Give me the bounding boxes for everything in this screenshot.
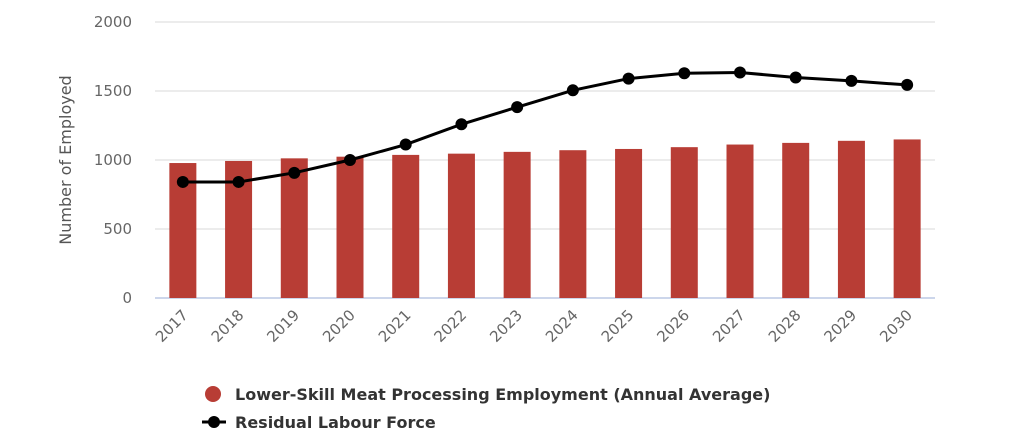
line-point-2023[interactable] bbox=[511, 101, 524, 114]
x-tick-label: 2029 bbox=[821, 306, 861, 346]
y-tick-label: 1000 bbox=[94, 151, 132, 169]
bar-2024[interactable] bbox=[559, 150, 587, 298]
x-tick-label: 2020 bbox=[319, 306, 359, 346]
line-point-2021[interactable] bbox=[399, 138, 412, 151]
residual-labour-force-line bbox=[182, 71, 908, 184]
x-tick-label: 2024 bbox=[542, 306, 582, 346]
x-tick-label: 2027 bbox=[709, 306, 749, 346]
bar-2021[interactable] bbox=[392, 154, 420, 298]
bar-2022[interactable] bbox=[447, 153, 475, 298]
bar-2025[interactable] bbox=[615, 148, 643, 298]
line-point-2022[interactable] bbox=[455, 118, 468, 131]
line-point-2026[interactable] bbox=[678, 67, 691, 80]
legend-item-residual-labour[interactable]: Residual Labour Force bbox=[235, 413, 436, 432]
x-tick-label: 2023 bbox=[486, 306, 526, 346]
x-tick-label: 2019 bbox=[263, 306, 303, 346]
bar-2020[interactable] bbox=[336, 156, 364, 298]
x-tick-label: 2030 bbox=[876, 306, 916, 346]
y-tick-label: 0 bbox=[122, 289, 132, 307]
y-axis-title: Number of Employed bbox=[56, 75, 75, 244]
legend-bar-marker bbox=[205, 386, 221, 402]
bar-2023[interactable] bbox=[503, 151, 531, 298]
y-tick-label: 2000 bbox=[94, 13, 132, 31]
x-tick-label: 2018 bbox=[208, 306, 248, 346]
bar-2019[interactable] bbox=[280, 158, 308, 298]
bar-2028[interactable] bbox=[782, 142, 810, 298]
line-point-2025[interactable] bbox=[622, 72, 635, 85]
x-tick-label: 2021 bbox=[375, 306, 415, 346]
x-tick-label: 2025 bbox=[598, 306, 638, 346]
bar-2030[interactable] bbox=[893, 139, 921, 298]
line-point-2018[interactable] bbox=[232, 175, 245, 188]
bar-2029[interactable] bbox=[837, 140, 865, 298]
line-point-2019[interactable] bbox=[288, 166, 301, 179]
y-tick-label: 1500 bbox=[94, 82, 132, 100]
legend-line-dot bbox=[208, 416, 220, 428]
line-point-2030[interactable] bbox=[901, 78, 914, 91]
line-point-2024[interactable] bbox=[566, 84, 579, 97]
line-point-2017[interactable] bbox=[176, 175, 189, 188]
line-point-2020[interactable] bbox=[344, 154, 356, 166]
line-point-2028[interactable] bbox=[789, 71, 802, 84]
line-point-2027[interactable] bbox=[734, 66, 746, 79]
x-tick-label: 2017 bbox=[152, 306, 192, 346]
bar-2026[interactable] bbox=[670, 147, 698, 298]
bar-2027[interactable] bbox=[726, 144, 754, 298]
x-tick-label: 2028 bbox=[765, 306, 805, 346]
x-tick-label: 2026 bbox=[653, 306, 693, 346]
legend-item-employment[interactable]: Lower-Skill Meat Processing Employment (… bbox=[235, 385, 770, 404]
line-point-2029[interactable] bbox=[845, 74, 858, 87]
y-tick-label: 500 bbox=[103, 220, 132, 238]
x-tick-label: 2022 bbox=[431, 306, 471, 346]
